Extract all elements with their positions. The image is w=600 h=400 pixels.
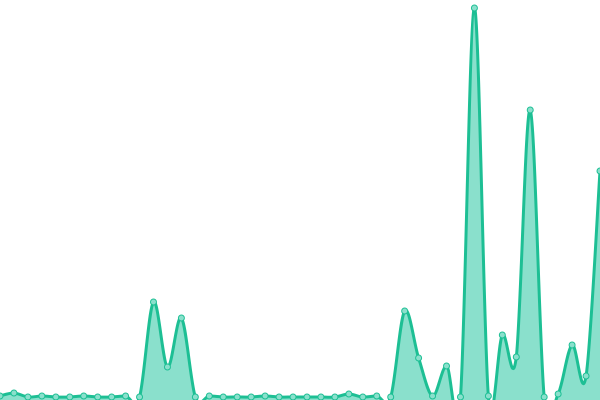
data-point-17: [233, 393, 241, 400]
data-point-28: [387, 393, 395, 400]
data-point-6: [80, 392, 88, 400]
data-point-22: [303, 393, 311, 400]
data-point-8: [108, 393, 116, 400]
data-point-26: [359, 393, 367, 400]
data-point-18: [247, 393, 255, 400]
data-point-29: [401, 307, 409, 315]
data-point-4: [52, 393, 60, 400]
data-point-2: [24, 393, 32, 400]
data-point-42: [582, 372, 590, 380]
data-point-13: [177, 314, 185, 322]
data-point-32: [443, 362, 451, 370]
data-point-21: [289, 393, 297, 400]
data-point-27: [373, 392, 381, 400]
data-point-37: [512, 353, 520, 361]
data-point-15: [205, 392, 213, 400]
data-point-24: [331, 393, 339, 400]
data-point-23: [317, 393, 325, 400]
data-points: [0, 4, 600, 400]
data-point-35: [484, 392, 492, 400]
data-point-0: [0, 392, 4, 400]
data-point-16: [219, 393, 227, 400]
data-point-1: [10, 389, 18, 397]
data-point-38: [526, 106, 534, 114]
data-point-5: [66, 393, 74, 400]
data-point-41: [568, 341, 576, 349]
data-point-19: [261, 392, 269, 400]
data-point-33: [456, 393, 464, 400]
data-point-7: [94, 393, 102, 400]
data-point-11: [149, 298, 157, 306]
area-fill: [0, 8, 600, 400]
data-point-31: [429, 392, 437, 400]
data-point-3: [38, 392, 46, 400]
data-point-12: [163, 363, 171, 371]
data-point-34: [470, 4, 478, 12]
data-point-9: [122, 392, 130, 400]
data-point-43: [596, 167, 600, 175]
data-point-25: [345, 390, 353, 398]
data-point-36: [498, 331, 506, 339]
data-point-10: [136, 393, 144, 400]
series-line: [0, 6, 600, 400]
data-point-14: [191, 393, 199, 400]
data-point-39: [540, 393, 548, 400]
data-point-20: [275, 393, 283, 400]
data-point-40: [554, 390, 562, 398]
data-point-30: [415, 354, 423, 362]
